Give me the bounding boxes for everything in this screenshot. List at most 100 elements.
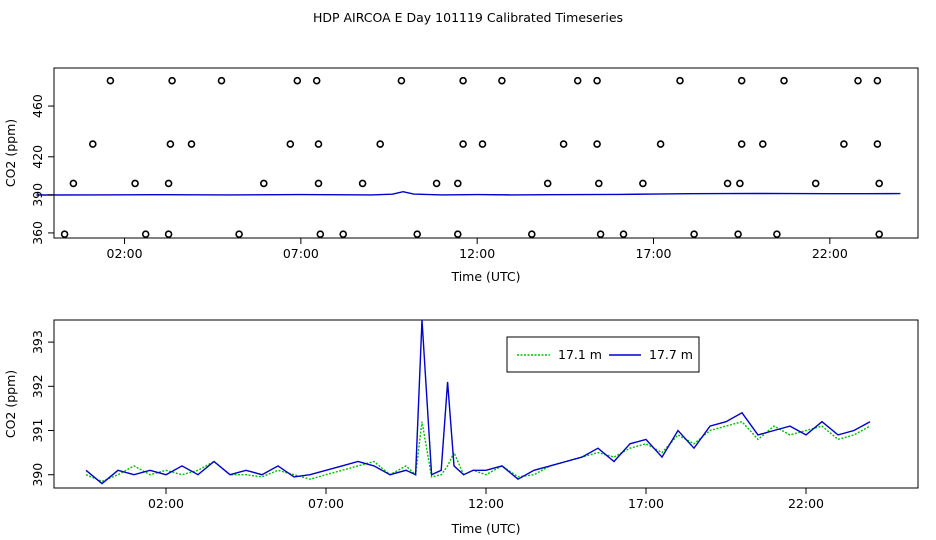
top-data-point (773, 230, 781, 238)
bottom-x-tick-label: 02:00 (148, 496, 184, 511)
bottom-y-tick-label: 391 (30, 419, 45, 443)
top-y-label: CO2 (ppm) (3, 119, 18, 187)
top-data-point (131, 179, 139, 188)
top-data-point (594, 179, 603, 188)
top-data-point (559, 140, 568, 148)
chart-title: HDP AIRCOA E Day 101119 Calibrated Times… (313, 10, 623, 25)
top-x-tick-label: 22:00 (812, 246, 848, 261)
top-data-point (478, 140, 487, 148)
bottom-panel: 02:00 07:00 12:00 17:00 22:00 390 391 392 393 T… (3, 319, 919, 536)
top-data-point (737, 140, 746, 148)
top-data-point (286, 140, 295, 148)
top-data-point (593, 76, 601, 85)
bottom-y-axis: 390 391 392 393 (30, 330, 54, 487)
top-y-tick-label: 460 (30, 94, 45, 118)
top-x-tick-label: 12:00 (459, 246, 495, 261)
top-data-point (376, 140, 385, 148)
bottom-x-tick-label: 17:00 (628, 496, 664, 511)
top-data-point (312, 76, 321, 85)
top-data-point (811, 179, 820, 188)
top-data-point (314, 179, 323, 188)
top-data-point (453, 179, 462, 188)
top-data-point (314, 140, 323, 148)
top-data-point (432, 179, 441, 188)
series-line-17-1m (85, 420, 871, 483)
bottom-x-axis: 02:00 07:00 12:00 17:00 22:00 (148, 488, 824, 511)
top-data-point (639, 179, 647, 188)
top-data-point (358, 179, 367, 188)
top-data-point (656, 140, 665, 148)
top-y-tick-label: 420 (30, 145, 45, 169)
top-x-axis: 02:00 07:00 12:00 17:00 22:00 (107, 238, 848, 261)
top-data-point (293, 76, 302, 85)
top-data-point (573, 76, 582, 85)
legend: 17.1 m 17.7 m (506, 336, 700, 373)
top-data-point (723, 179, 732, 188)
top-data-point (676, 76, 684, 85)
top-x-tick-label: 07:00 (283, 246, 319, 261)
top-data-point (840, 140, 848, 148)
top-data-point (498, 76, 506, 85)
bottom-x-tick-label: 12:00 (468, 496, 504, 511)
top-data-point (854, 76, 862, 85)
top-data-point (737, 76, 746, 85)
top-x-tick-label: 17:00 (635, 246, 671, 261)
top-data-point (596, 230, 605, 238)
top-data-point (736, 179, 744, 188)
top-data-point (259, 179, 268, 188)
bottom-plot-frame (53, 319, 919, 489)
series-line-17-7m (85, 319, 871, 485)
bottom-y-tick-label: 393 (30, 330, 45, 354)
top-data-point (875, 179, 884, 188)
bottom-y-tick-label: 392 (30, 374, 45, 398)
top-data-point (593, 140, 601, 148)
top-data-point (459, 140, 467, 148)
bottom-y-label: CO2 (ppm) (3, 370, 18, 438)
top-data-point (734, 230, 742, 238)
top-plot-marks (36, 76, 901, 238)
legend-box (506, 336, 700, 373)
top-data-point (339, 230, 348, 238)
top-data-point (875, 230, 884, 238)
top-y-tick-label: 390 (30, 183, 45, 207)
top-data-point (690, 230, 698, 238)
top-panel: 02:00 07:00 12:00 17:00 22:00 360 390 420 460 T… (3, 67, 919, 284)
top-x-label: Time (UTC) (450, 269, 520, 284)
top-data-point (873, 76, 882, 85)
top-data-point (217, 76, 226, 85)
top-data-point (106, 76, 115, 85)
top-data-point (453, 230, 462, 238)
top-data-point (780, 76, 788, 85)
bottom-x-tick-label: 22:00 (788, 496, 824, 511)
top-x-tick-label: 02:00 (107, 246, 143, 261)
top-data-point (459, 76, 467, 85)
top-data-point (619, 230, 628, 238)
top-data-point (166, 140, 175, 148)
top-data-point (235, 230, 243, 238)
top-data-point (543, 179, 552, 188)
top-data-point (164, 179, 173, 188)
top-data-point (168, 76, 176, 85)
legend-label-17-7: 17.7 m (649, 347, 693, 362)
top-data-point (316, 230, 325, 238)
legend-label-17-1: 17.1 m (558, 347, 602, 362)
top-data-point (758, 140, 767, 148)
top-data-point (397, 76, 406, 85)
top-y-axis: 360 390 420 460 (30, 94, 54, 245)
top-data-point (69, 179, 78, 188)
top-data-point (141, 230, 150, 238)
top-series-line (36, 190, 901, 196)
top-data-point (89, 140, 97, 148)
top-y-tick-label: 360 (30, 221, 45, 245)
bottom-x-label: Time (UTC) (450, 521, 520, 536)
bottom-y-tick-label: 390 (30, 463, 45, 487)
top-data-point (187, 140, 196, 148)
top-data-point (60, 230, 69, 238)
top-data-point (164, 230, 173, 238)
bottom-plot-marks (85, 319, 871, 485)
top-data-point (873, 140, 882, 148)
top-plot-frame (53, 67, 919, 239)
bottom-x-tick-label: 07:00 (308, 496, 344, 511)
top-data-point (413, 230, 422, 238)
